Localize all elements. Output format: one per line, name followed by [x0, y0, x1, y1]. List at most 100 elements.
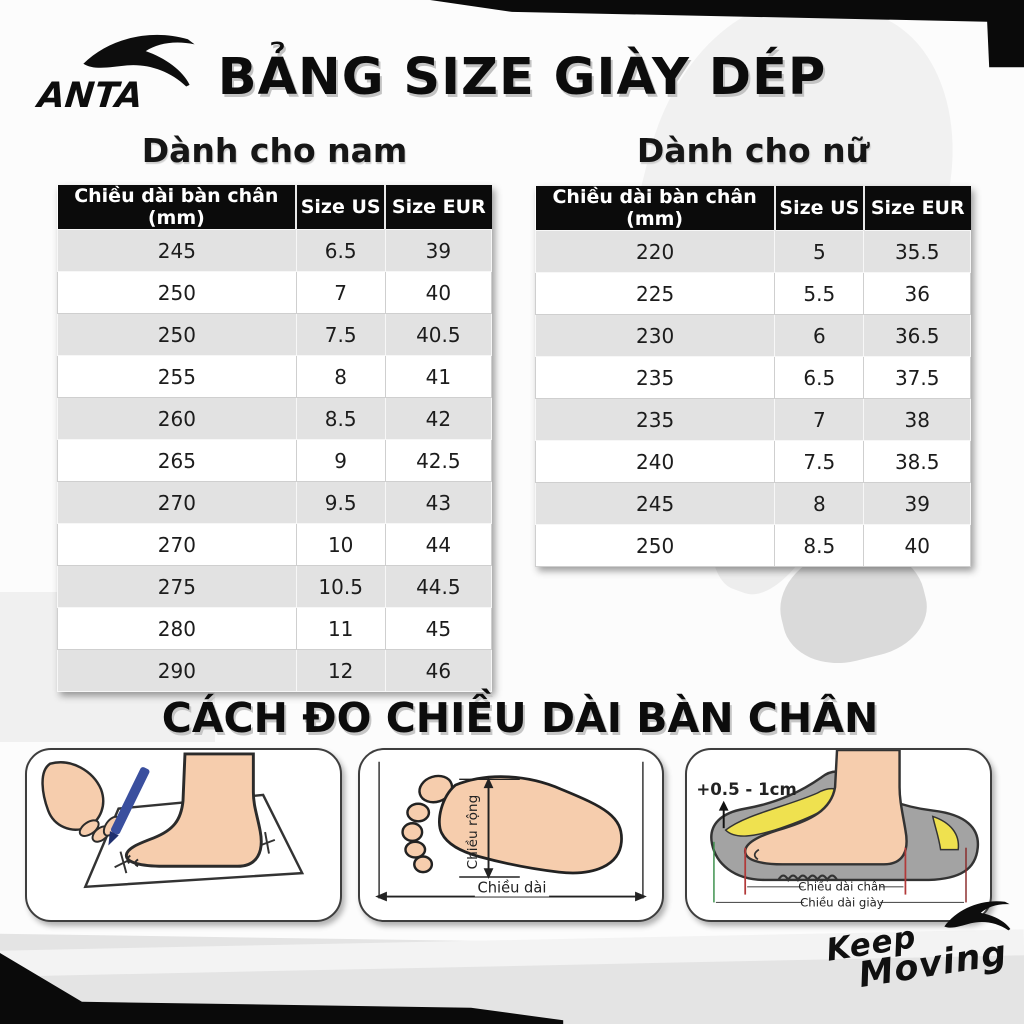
- size-cell: 8.5: [295, 397, 386, 440]
- size-cell: 270: [57, 523, 297, 566]
- size-cell: 38: [863, 398, 971, 441]
- size-cell: 7: [774, 398, 865, 441]
- size-cell: 41: [384, 355, 493, 398]
- size-cell: 10.5: [295, 565, 386, 608]
- table-row: 225 5.5 36: [534, 272, 971, 315]
- size-cell: 9.5: [295, 481, 386, 524]
- size-cell: 39: [384, 229, 493, 272]
- table-row: 250 8.5 40: [534, 524, 971, 567]
- size-cell: 6.5: [295, 229, 386, 272]
- size-cell: 44: [384, 523, 493, 566]
- men-col-foot-length: Chiều dài bàn chân (mm): [57, 185, 297, 230]
- table-row: 240 7.5 38.5: [534, 440, 971, 483]
- size-cell: 45: [384, 607, 493, 650]
- size-cell: 275: [57, 565, 297, 608]
- size-cell: 46: [384, 649, 493, 692]
- women-col-size-eur: Size EUR: [862, 186, 971, 231]
- women-table-heading: Dành cho nữ: [636, 131, 870, 170]
- size-cell: 37.5: [863, 356, 971, 399]
- size-cell: 220: [534, 230, 776, 273]
- size-cell: 11: [295, 607, 386, 650]
- table-row: 245 6.5 39: [57, 229, 493, 272]
- anta-swoosh-icon: [83, 34, 195, 87]
- size-cell: 39: [863, 482, 971, 525]
- size-cell: 9: [295, 439, 386, 482]
- size-cell: 225: [534, 272, 776, 315]
- men-col-size-us: Size US: [295, 185, 386, 230]
- table-row: 290 12 46: [57, 649, 493, 692]
- table-row: 270 9.5 43: [57, 481, 493, 524]
- measure-section-heading: CÁCH ĐO CHIỀU DÀI BÀN CHÂN: [161, 694, 879, 742]
- sole-measure-illustration: Chiều rộng Chiều dài: [375, 761, 647, 902]
- shoe-length-label: Chiều dài giày: [800, 895, 884, 909]
- men-size-table: Chiều dài bàn chân (mm) Size US Size EUR…: [57, 185, 493, 692]
- size-cell: 7: [295, 271, 386, 314]
- table-row: 260 8.5 42: [57, 397, 493, 440]
- size-cell: 10: [295, 523, 386, 566]
- men-col-size-eur: Size EUR: [384, 185, 492, 230]
- size-cell: 5: [774, 230, 865, 273]
- sole-width-label: Chiều rộng: [464, 795, 481, 870]
- size-cell: 245: [534, 482, 776, 525]
- sole-measure-panel: Chiều rộng Chiều dài: [358, 748, 664, 922]
- table-row: 235 7 38: [534, 398, 971, 441]
- size-cell: 8.5: [774, 524, 865, 567]
- keep-moving-logo: Keep Moving: [824, 901, 1022, 1001]
- size-cell: 6.5: [774, 356, 865, 399]
- size-cell: 40: [384, 271, 493, 314]
- table-row: 235 6.5 37.5: [534, 356, 971, 399]
- size-cell: 6: [774, 314, 865, 357]
- table-row: 220 5 35.5: [534, 230, 971, 273]
- table-row: 250 7 40: [57, 271, 493, 314]
- size-cell: 35.5: [863, 230, 971, 273]
- size-cell: 8: [774, 482, 865, 525]
- size-cell: 5.5: [774, 272, 865, 315]
- trace-foot-panel: [25, 748, 342, 922]
- size-cell: 12: [295, 649, 386, 692]
- size-cell: 240: [534, 440, 776, 483]
- size-cell: 235: [534, 356, 776, 399]
- shoe-measure-illustration: +0.5 - 1cm Chiều dài chân Chiều dài giày: [696, 750, 980, 909]
- size-cell: 265: [57, 439, 297, 482]
- size-cell: 43: [384, 481, 493, 524]
- size-cell: 44.5: [384, 565, 493, 608]
- women-col-foot-length: Chiều dài bàn chân (mm): [535, 186, 775, 231]
- men-table-body: 245 6.5 39 250 7 40 250 7.5 40.5 255 8 41 260 8.5 42 26…: [57, 229, 493, 692]
- size-cell: 245: [57, 229, 297, 272]
- table-row: 280 11 45: [57, 607, 493, 650]
- size-cell: 38.5: [863, 440, 971, 483]
- table-row: 230 6 36.5: [534, 314, 971, 357]
- size-cell: 250: [57, 271, 297, 314]
- table-row: 270 10 44: [57, 523, 493, 566]
- table-row: 275 10.5 44.5: [57, 565, 493, 608]
- size-cell: 40.5: [384, 313, 493, 356]
- size-cell: 7.5: [774, 440, 865, 483]
- size-cell: 250: [534, 524, 776, 567]
- size-cell: 250: [57, 313, 297, 356]
- size-cell: 40: [863, 524, 971, 567]
- women-size-table: Chiều dài bàn chân (mm) Size US Size EUR…: [534, 186, 971, 567]
- foot-length-label: Chiều dài chân: [798, 880, 885, 894]
- size-cell: 8: [295, 355, 386, 398]
- size-cell: 36.5: [863, 314, 971, 357]
- size-cell: 7.5: [295, 313, 386, 356]
- size-cell: 42: [384, 397, 493, 440]
- trace-foot-illustration: [41, 752, 305, 889]
- allowance-label: +0.5 - 1cm: [696, 780, 796, 799]
- men-table-heading: Dành cho nam: [141, 131, 408, 170]
- page-title: BẢNG SIZE GIÀY DÉP: [217, 48, 827, 107]
- table-row: 245 8 39: [534, 482, 971, 525]
- size-cell: 230: [534, 314, 776, 357]
- size-cell: 280: [57, 607, 297, 650]
- size-cell: 36: [863, 272, 971, 315]
- women-col-size-us: Size US: [773, 186, 864, 231]
- keep-moving-swoosh-icon: [944, 901, 1011, 931]
- sole-length-label: Chiều dài: [478, 880, 547, 897]
- size-cell: 270: [57, 481, 297, 524]
- size-cell: 255: [57, 355, 297, 398]
- size-cell: 235: [534, 398, 776, 441]
- table-row: 265 9 42.5: [57, 439, 493, 482]
- size-cell: 290: [57, 649, 297, 692]
- women-table-body: 220 5 35.5 225 5.5 36 230 6 36.5 235 6.5 37.5 235 7 38…: [534, 230, 971, 567]
